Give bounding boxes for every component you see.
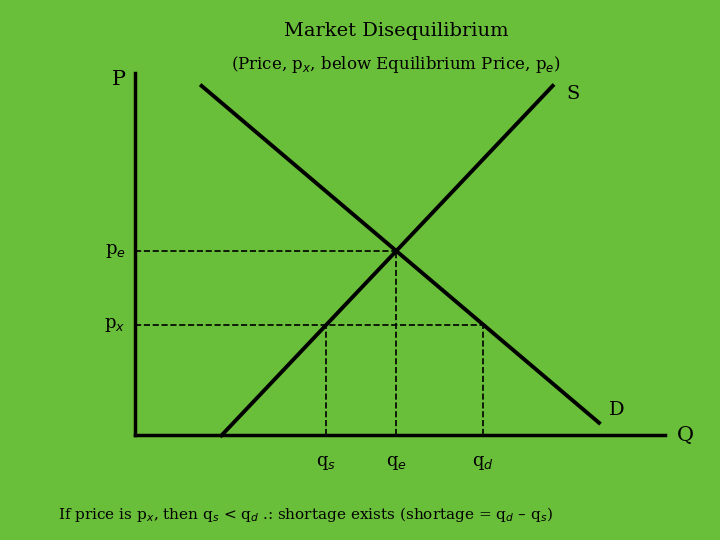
- Text: If price is p$_x$, then q$_s$ < q$_d$ .: shortage exists (shortage = q$_d$ – q$_: If price is p$_x$, then q$_s$ < q$_d$ .:…: [58, 505, 552, 524]
- Text: q$_s$: q$_s$: [316, 455, 336, 472]
- Text: D: D: [609, 401, 625, 419]
- Text: p$_x$: p$_x$: [104, 316, 125, 334]
- Text: q$_d$: q$_d$: [472, 455, 494, 472]
- Text: q$_e$: q$_e$: [386, 455, 407, 472]
- Text: (Price, p$_x$, below Equilibrium Price, p$_e$): (Price, p$_x$, below Equilibrium Price, …: [231, 54, 561, 75]
- Text: Q: Q: [677, 426, 693, 445]
- Text: P: P: [112, 70, 126, 89]
- Text: S: S: [566, 85, 579, 103]
- Text: p$_e$: p$_e$: [104, 242, 125, 260]
- Text: Market Disequilibrium: Market Disequilibrium: [284, 22, 508, 39]
